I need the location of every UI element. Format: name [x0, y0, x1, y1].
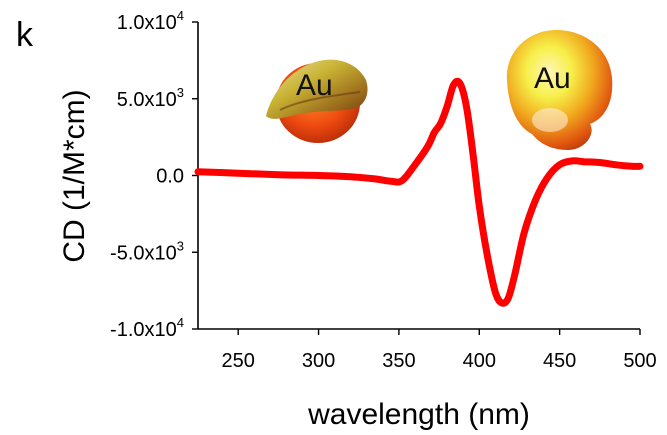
panel-label: k	[16, 16, 34, 54]
y-tick-label: 5.0x103	[117, 85, 184, 111]
x-tick-label: 400	[463, 350, 496, 372]
y-tick-label: 0.0	[156, 166, 184, 188]
y-axis-ticks: 1.0x104 5.0x103 0.0 -5.0x103 -1.0x104	[110, 8, 198, 341]
y-tick-label: -1.0x104	[110, 315, 184, 341]
au-label-left: Au	[296, 69, 333, 102]
x-tick-label: 300	[302, 350, 335, 372]
x-axis-title: wavelength (nm)	[307, 398, 530, 431]
y-tick-label: -5.0x103	[110, 238, 184, 264]
x-tick-label: 500	[623, 350, 656, 372]
x-tick-label: 450	[543, 350, 576, 372]
y-axis-title: CD (1/M*cm)	[58, 89, 91, 262]
x-axis-ticks: 250 300 350 400 450 500	[221, 329, 657, 372]
y-tick-label: 1.0x104	[117, 8, 184, 34]
x-tick-label: 350	[382, 350, 415, 372]
au-sphere-illustration: Au	[506, 30, 613, 150]
au-label-right: Au	[534, 62, 571, 95]
x-tick-label: 250	[221, 350, 254, 372]
cd-series-line	[194, 77, 644, 307]
au-capped-sphere-illustration: Au	[266, 59, 368, 143]
